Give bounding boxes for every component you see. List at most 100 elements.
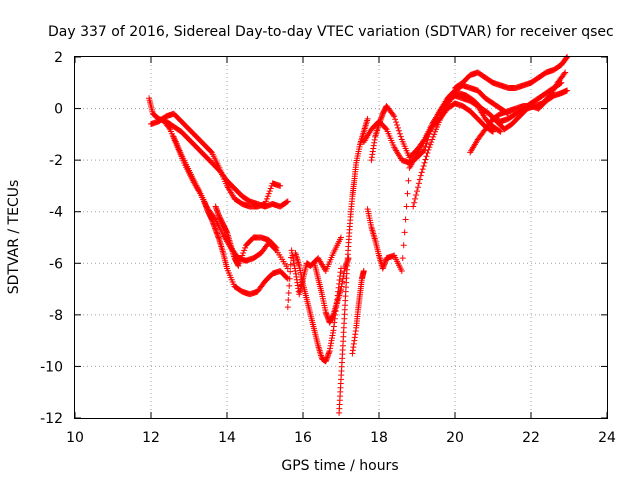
y-tick-label: -10 (40, 359, 63, 375)
data-point (283, 274, 290, 281)
data-point (273, 244, 280, 251)
x-tick-label: 10 (66, 430, 84, 446)
data-point (238, 255, 245, 262)
data-point (422, 143, 429, 150)
data-point (338, 234, 344, 241)
data-point (242, 244, 249, 251)
data-point (266, 188, 273, 195)
data-point (425, 146, 432, 153)
data-point (398, 268, 405, 275)
data-point (239, 252, 246, 259)
data-point (390, 112, 397, 119)
data-point (364, 115, 371, 122)
data-point (360, 268, 367, 275)
data-point (404, 190, 411, 197)
series-arc-17 (490, 79, 565, 125)
data-point (287, 268, 294, 275)
data-point (241, 247, 248, 254)
data-point (413, 191, 420, 198)
data-point (428, 124, 435, 131)
data-point (393, 119, 400, 126)
y-tick-label: -12 (40, 411, 63, 427)
data-point (265, 190, 272, 197)
y-axis-title: SDTVAR / TECUs (6, 180, 22, 295)
data-point (237, 257, 244, 264)
data-point (394, 122, 401, 129)
data-point (497, 128, 504, 135)
chart-title: Day 337 of 2016, Sidereal Day-to-day VTE… (48, 24, 614, 40)
x-tick-label: 22 (522, 430, 540, 446)
data-point (284, 198, 291, 205)
data-point (417, 172, 424, 179)
data-point (235, 262, 242, 269)
data-point (563, 54, 570, 61)
y-tick-label: -2 (49, 153, 63, 169)
data-point (277, 182, 284, 189)
data-point (427, 141, 434, 148)
data-point (432, 128, 439, 135)
data-point (166, 124, 173, 131)
data-marks (146, 54, 571, 416)
grid-layer (75, 57, 607, 418)
data-point (264, 193, 271, 200)
data-point (286, 282, 293, 289)
data-point (285, 289, 292, 296)
plot-frame (74, 56, 608, 419)
series-arc-14 (410, 69, 569, 210)
x-tick-label: 20 (446, 430, 464, 446)
series-arc-15 (452, 54, 571, 91)
data-point (284, 304, 291, 311)
data-point (415, 180, 422, 187)
series-arc-2 (148, 110, 284, 210)
data-point (262, 198, 269, 205)
data-point (401, 229, 408, 236)
data-point (558, 79, 565, 86)
x-tick-label: 24 (598, 430, 616, 446)
data-point (562, 69, 569, 76)
data-point (392, 116, 399, 123)
data-point (286, 275, 293, 282)
data-point (416, 176, 423, 183)
data-point (428, 139, 435, 146)
data-point (490, 128, 496, 135)
data-point (557, 80, 564, 87)
data-point (496, 128, 503, 135)
data-point (236, 260, 243, 267)
y-tick-label: -8 (49, 308, 63, 324)
data-point (402, 216, 409, 223)
data-point (405, 177, 412, 184)
series-arc-7 (292, 249, 344, 365)
data-point (399, 255, 406, 262)
series-arc-6 (284, 234, 344, 311)
data-point (426, 144, 433, 151)
data-point (420, 147, 427, 154)
data-point (382, 125, 389, 132)
series-arc-9 (336, 115, 371, 416)
data-point (431, 131, 438, 138)
y-tick-label: 0 (54, 102, 63, 118)
data-point (564, 87, 571, 94)
data-point (391, 113, 398, 120)
tick-layer: 10 12 14 16 18 20 22 24 -12 -10 -8 -6 -4 -2 0 2 (40, 50, 616, 446)
series-arc-5 (212, 203, 280, 269)
data-point (240, 249, 247, 256)
data-point (422, 156, 429, 163)
x-tick-label: 18 (370, 430, 388, 446)
data-point (561, 70, 568, 77)
y-tick-label: 2 (54, 50, 63, 66)
data-point (424, 150, 431, 157)
data-point (284, 265, 291, 272)
y-tick-label: -6 (49, 256, 63, 272)
data-point (410, 203, 417, 210)
data-point (419, 166, 426, 173)
data-point (267, 185, 274, 192)
data-point (424, 137, 431, 144)
data-point (430, 133, 437, 140)
data-point (423, 153, 430, 160)
data-point (414, 184, 421, 191)
data-point (412, 195, 419, 202)
data-point (395, 124, 401, 131)
data-point (263, 195, 270, 202)
data-point (411, 199, 418, 206)
data-point (287, 261, 294, 268)
